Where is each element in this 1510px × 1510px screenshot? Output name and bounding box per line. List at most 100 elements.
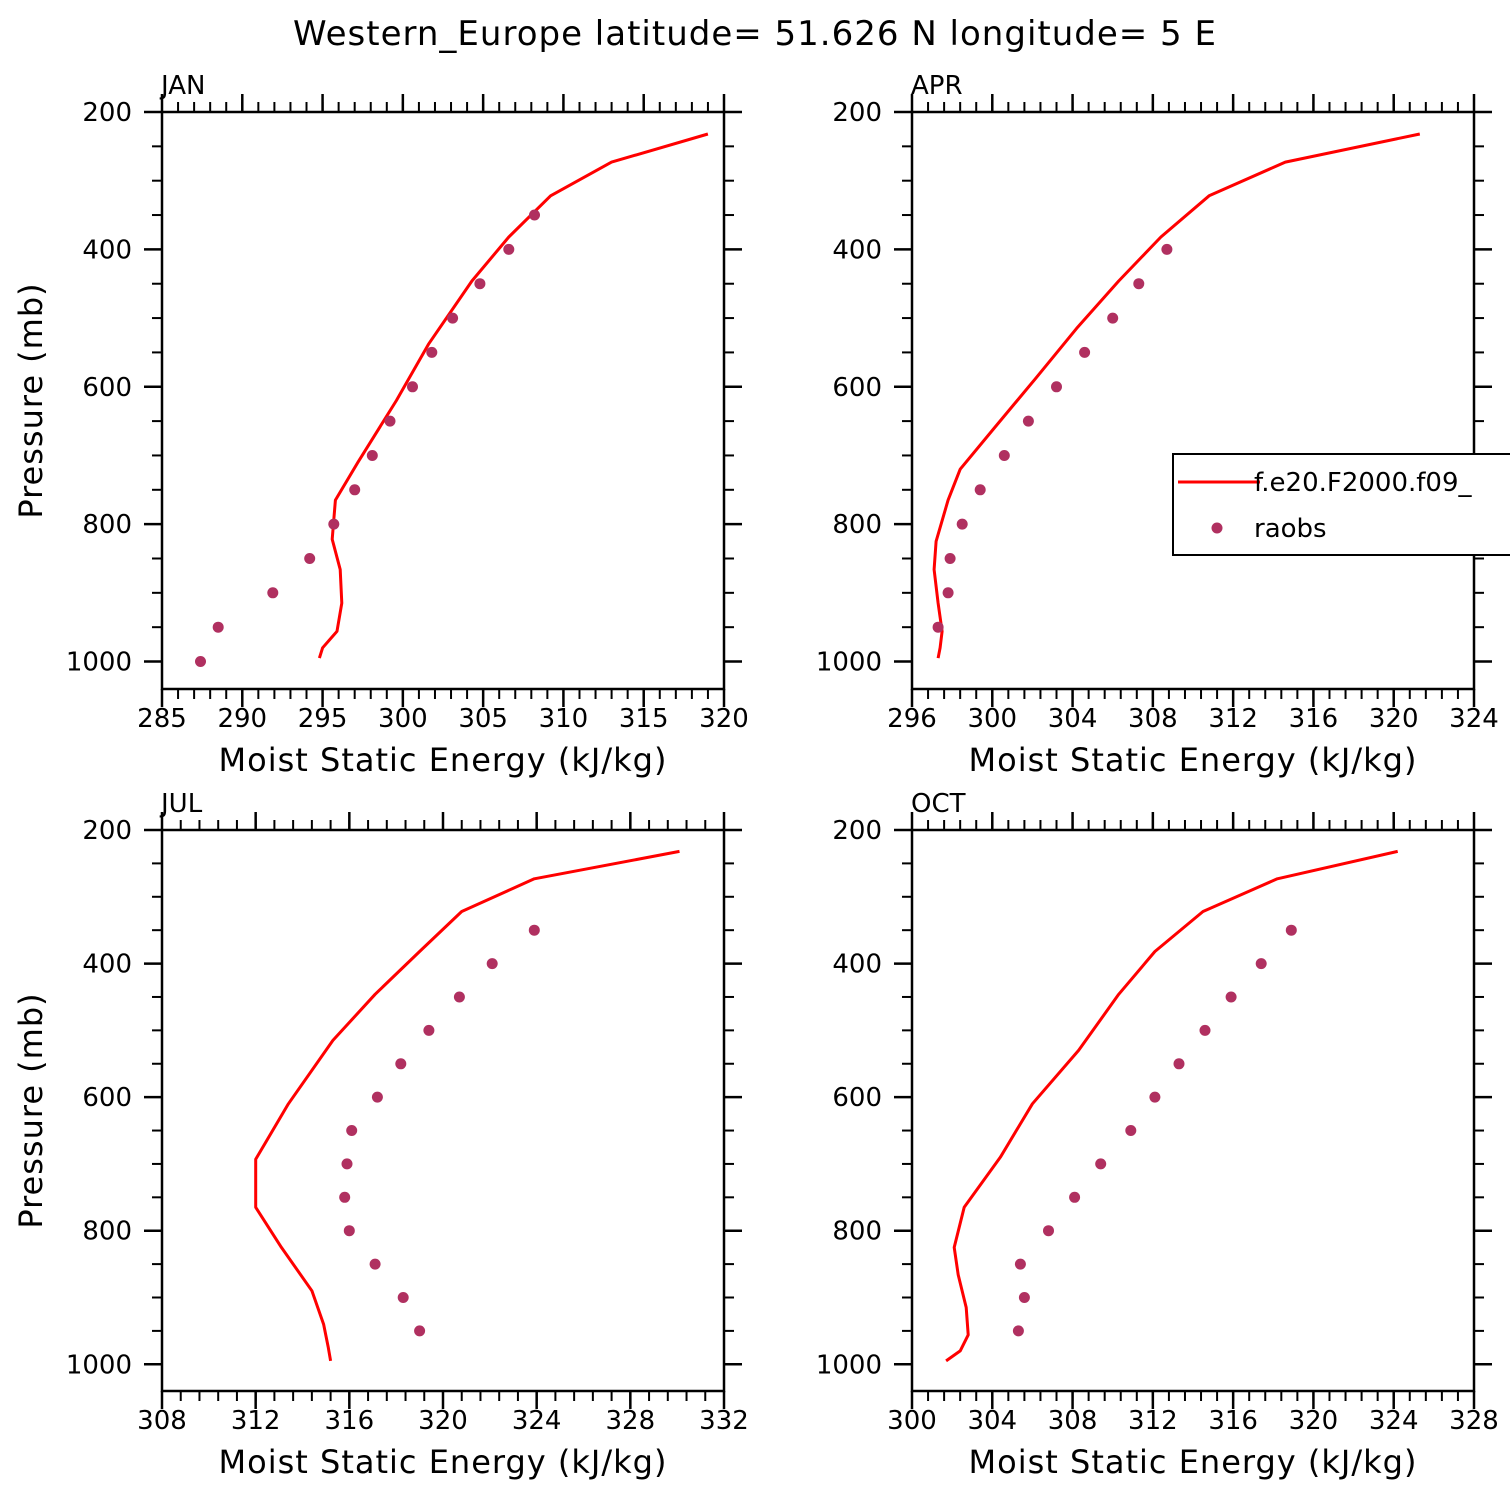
x-tick-label: 304	[1048, 704, 1098, 734]
plot-frame	[910, 110, 1476, 691]
legend-box	[1172, 453, 1510, 556]
x-tick-label: 305	[458, 704, 508, 734]
x-tick-label: 332	[699, 1406, 749, 1436]
x-axis-label: Moist Static Energy (kJ/kg)	[969, 741, 1418, 779]
raobs-point	[426, 346, 438, 358]
y-axis-label: Pressure (mb)	[12, 992, 50, 1228]
panel-title-apr: APR	[911, 71, 963, 101]
raobs-point	[1225, 991, 1237, 1003]
x-tick-label: 312	[231, 1406, 281, 1436]
x-tick-label: 296	[887, 704, 937, 734]
x-tick-label: 316	[1208, 1406, 1258, 1436]
x-tick-label: 320	[1369, 704, 1419, 734]
x-tick-label: 316	[1289, 704, 1339, 734]
raobs-point	[328, 518, 340, 530]
panel-oct: 300 304 308 312 316 320 324 328 200 400 600 800 1000…	[816, 789, 1499, 1481]
x-tick-label: 300	[967, 704, 1017, 734]
raobs-point	[339, 1191, 351, 1203]
raobs-point	[1161, 243, 1173, 255]
x-tick-label: 308	[1128, 704, 1178, 734]
plot-area	[254, 849, 680, 1362]
plot-frame	[910, 828, 1476, 1393]
y-tick-label: 200	[832, 98, 882, 128]
y-tick-label: 600	[832, 373, 882, 403]
raobs-point	[1018, 1292, 1030, 1303]
y-tick-label: 400	[82, 235, 132, 265]
panel-title-oct: OCT	[911, 789, 966, 819]
raobs-point	[371, 1091, 383, 1103]
plot-frame	[160, 828, 726, 1393]
raobs-point	[349, 484, 361, 496]
y-tick-label: 800	[832, 510, 882, 540]
raobs-point	[529, 209, 540, 221]
raobs-point	[942, 587, 954, 599]
model-line-series	[945, 849, 1399, 1363]
raobs-point	[304, 553, 316, 564]
raobs-point	[1043, 1225, 1054, 1237]
raobs-point	[195, 656, 206, 667]
raobs-point	[423, 1024, 435, 1036]
y-tick-label: 800	[82, 510, 132, 540]
x-tick-label: 285	[137, 704, 187, 734]
x-tick-label: 320	[699, 704, 749, 734]
x-tick-label: 304	[967, 1406, 1017, 1436]
raobs-point	[1255, 958, 1267, 970]
raobs-point	[956, 518, 968, 530]
legend-label-raobs: raobs	[1254, 514, 1327, 544]
y-tick-label: 1000	[66, 648, 132, 678]
raobs-point	[1285, 924, 1297, 936]
x-tick-label: 308	[1048, 1406, 1098, 1436]
raobs-point	[267, 587, 279, 599]
y-tick-label: 400	[832, 235, 882, 265]
raobs-point	[1095, 1158, 1107, 1170]
raobs-point	[1149, 1091, 1161, 1103]
y-tick-label: 600	[82, 373, 132, 403]
figure-title: Western_Europe latitude= 51.626 N longit…	[293, 14, 1217, 54]
x-tick-label: 308	[137, 1406, 187, 1436]
raobs-point	[1012, 1325, 1024, 1337]
raobs-point	[1014, 1258, 1026, 1270]
y-tick-label: 1000	[66, 1350, 132, 1380]
raobs-point	[346, 1125, 358, 1136]
y-tick-label: 200	[82, 98, 132, 128]
panel-title-jul: JUL	[159, 789, 203, 819]
raobs-point	[447, 312, 459, 324]
raobs-point	[503, 243, 515, 255]
y-tick-label: 600	[832, 1083, 882, 1113]
x-tick-label: 324	[1369, 1406, 1419, 1436]
raobs-point	[369, 1258, 381, 1270]
y-tick-label: 400	[82, 950, 132, 980]
x-axis-label: Moist Static Energy (kJ/kg)	[219, 741, 668, 779]
legend-label-model: f.e20.F2000.f09_	[1254, 468, 1472, 498]
raobs-point	[453, 991, 465, 1003]
x-tick-label: 300	[887, 1406, 937, 1436]
raobs-point	[1079, 346, 1091, 358]
x-tick-label: 324	[512, 1406, 562, 1436]
y-tick-label: 600	[82, 1083, 132, 1113]
y-tick-label: 800	[82, 1217, 132, 1247]
raobs-point	[407, 381, 418, 393]
raobs-point	[486, 958, 498, 970]
y-axis-label: Pressure (mb)	[12, 282, 50, 518]
raobs-point	[341, 1158, 353, 1170]
x-tick-label: 324	[1449, 704, 1499, 734]
plot-frame	[160, 110, 726, 691]
x-tick-label: 310	[539, 704, 589, 734]
x-axis-label: Moist Static Energy (kJ/kg)	[969, 1443, 1418, 1481]
raobs-point	[944, 553, 956, 564]
x-tick-label: 290	[217, 704, 267, 734]
legend-marker-swatch	[1211, 522, 1223, 534]
raobs-point	[366, 450, 378, 461]
x-tick-label: 328	[606, 1406, 656, 1436]
raobs-point	[1051, 381, 1062, 393]
y-tick-label: 200	[832, 816, 882, 846]
raobs-point	[395, 1058, 407, 1070]
x-tick-label: 300	[378, 704, 428, 734]
y-tick-label: 800	[832, 1217, 882, 1247]
raobs-point	[1107, 312, 1119, 324]
panel-jan: 285 290 295 300 305 310 315 320 200 400 600 800 1000…	[12, 71, 749, 779]
model-line-series	[317, 132, 709, 659]
x-tick-label: 320	[1289, 1406, 1339, 1436]
panels-group: 285 290 295 300 305 310 315 320 200 400 600 800 1000…	[12, 71, 1510, 1481]
raobs-point	[1173, 1058, 1185, 1070]
